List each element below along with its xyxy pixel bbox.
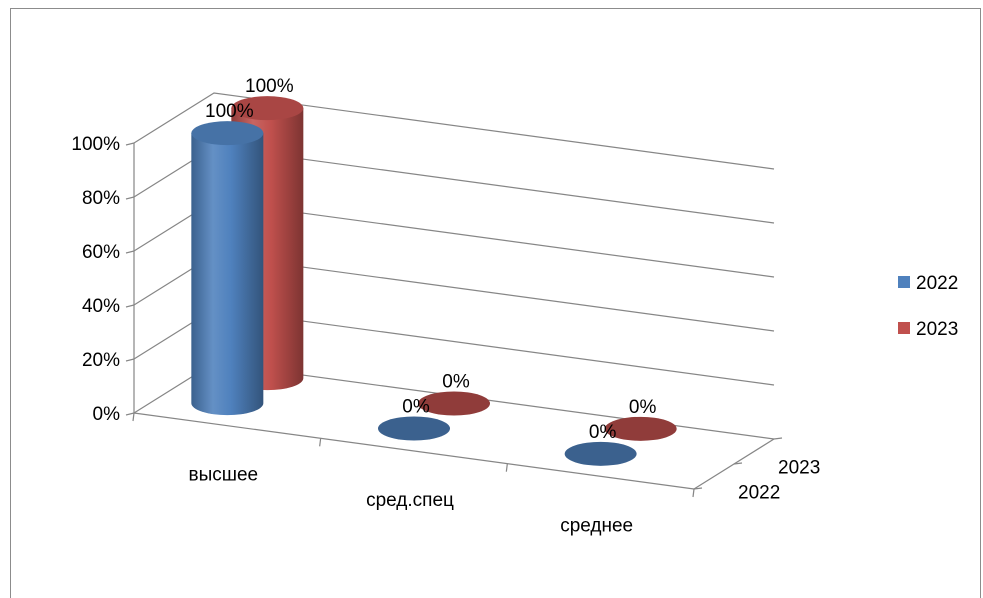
depth-tick-mark bbox=[693, 487, 703, 490]
chart-frame bbox=[10, 8, 981, 598]
x-tick-mark bbox=[505, 463, 508, 472]
category-label: среднее bbox=[560, 515, 633, 536]
y-tick-mark bbox=[125, 196, 135, 200]
depth-tick-mark bbox=[733, 462, 743, 465]
depth-tick-mark bbox=[773, 437, 783, 440]
bar-2022-0 bbox=[191, 133, 264, 416]
y-tick-mark bbox=[125, 304, 135, 308]
y-tick-label: 60% bbox=[82, 242, 120, 263]
category-label: сред.спец bbox=[366, 490, 454, 511]
y-tick-label: 0% bbox=[93, 404, 121, 425]
data-label: 0% bbox=[589, 422, 617, 443]
bar-top-2022-0 bbox=[191, 121, 264, 146]
y-tick-mark bbox=[125, 142, 135, 146]
y-tick-label: 40% bbox=[82, 296, 120, 317]
data-label: 0% bbox=[402, 397, 430, 418]
gridline bbox=[133, 92, 775, 170]
y-tick-mark bbox=[125, 412, 135, 416]
y-tick-mark bbox=[125, 358, 135, 362]
y-tick-label: 20% bbox=[82, 350, 120, 371]
data-label: 100% bbox=[245, 76, 294, 97]
data-label: 100% bbox=[205, 101, 254, 122]
x-tick-mark bbox=[132, 412, 135, 422]
bar-2022-1 bbox=[378, 416, 450, 441]
x-axis-line bbox=[133, 412, 695, 490]
legend-label: 2023 bbox=[916, 319, 958, 340]
bar-2022-2 bbox=[564, 441, 637, 466]
y-tick-label: 100% bbox=[71, 134, 120, 155]
y-tick-label: 80% bbox=[82, 188, 120, 209]
depth-label: 2023 bbox=[778, 458, 820, 479]
bar-2023-2 bbox=[604, 416, 677, 441]
bar-2023-1 bbox=[418, 391, 490, 416]
depth-label: 2022 bbox=[738, 483, 780, 504]
bar-top-2023-0 bbox=[231, 96, 304, 121]
legend-swatch bbox=[898, 322, 910, 334]
legend-swatch bbox=[898, 276, 910, 288]
data-label: 0% bbox=[442, 372, 470, 393]
legend-label: 2022 bbox=[916, 273, 958, 294]
y-tick-mark bbox=[125, 250, 135, 254]
data-label: 0% bbox=[629, 397, 657, 418]
x-tick-mark bbox=[692, 488, 695, 498]
category-label: высшее bbox=[189, 465, 259, 486]
x-tick-mark bbox=[319, 438, 322, 447]
